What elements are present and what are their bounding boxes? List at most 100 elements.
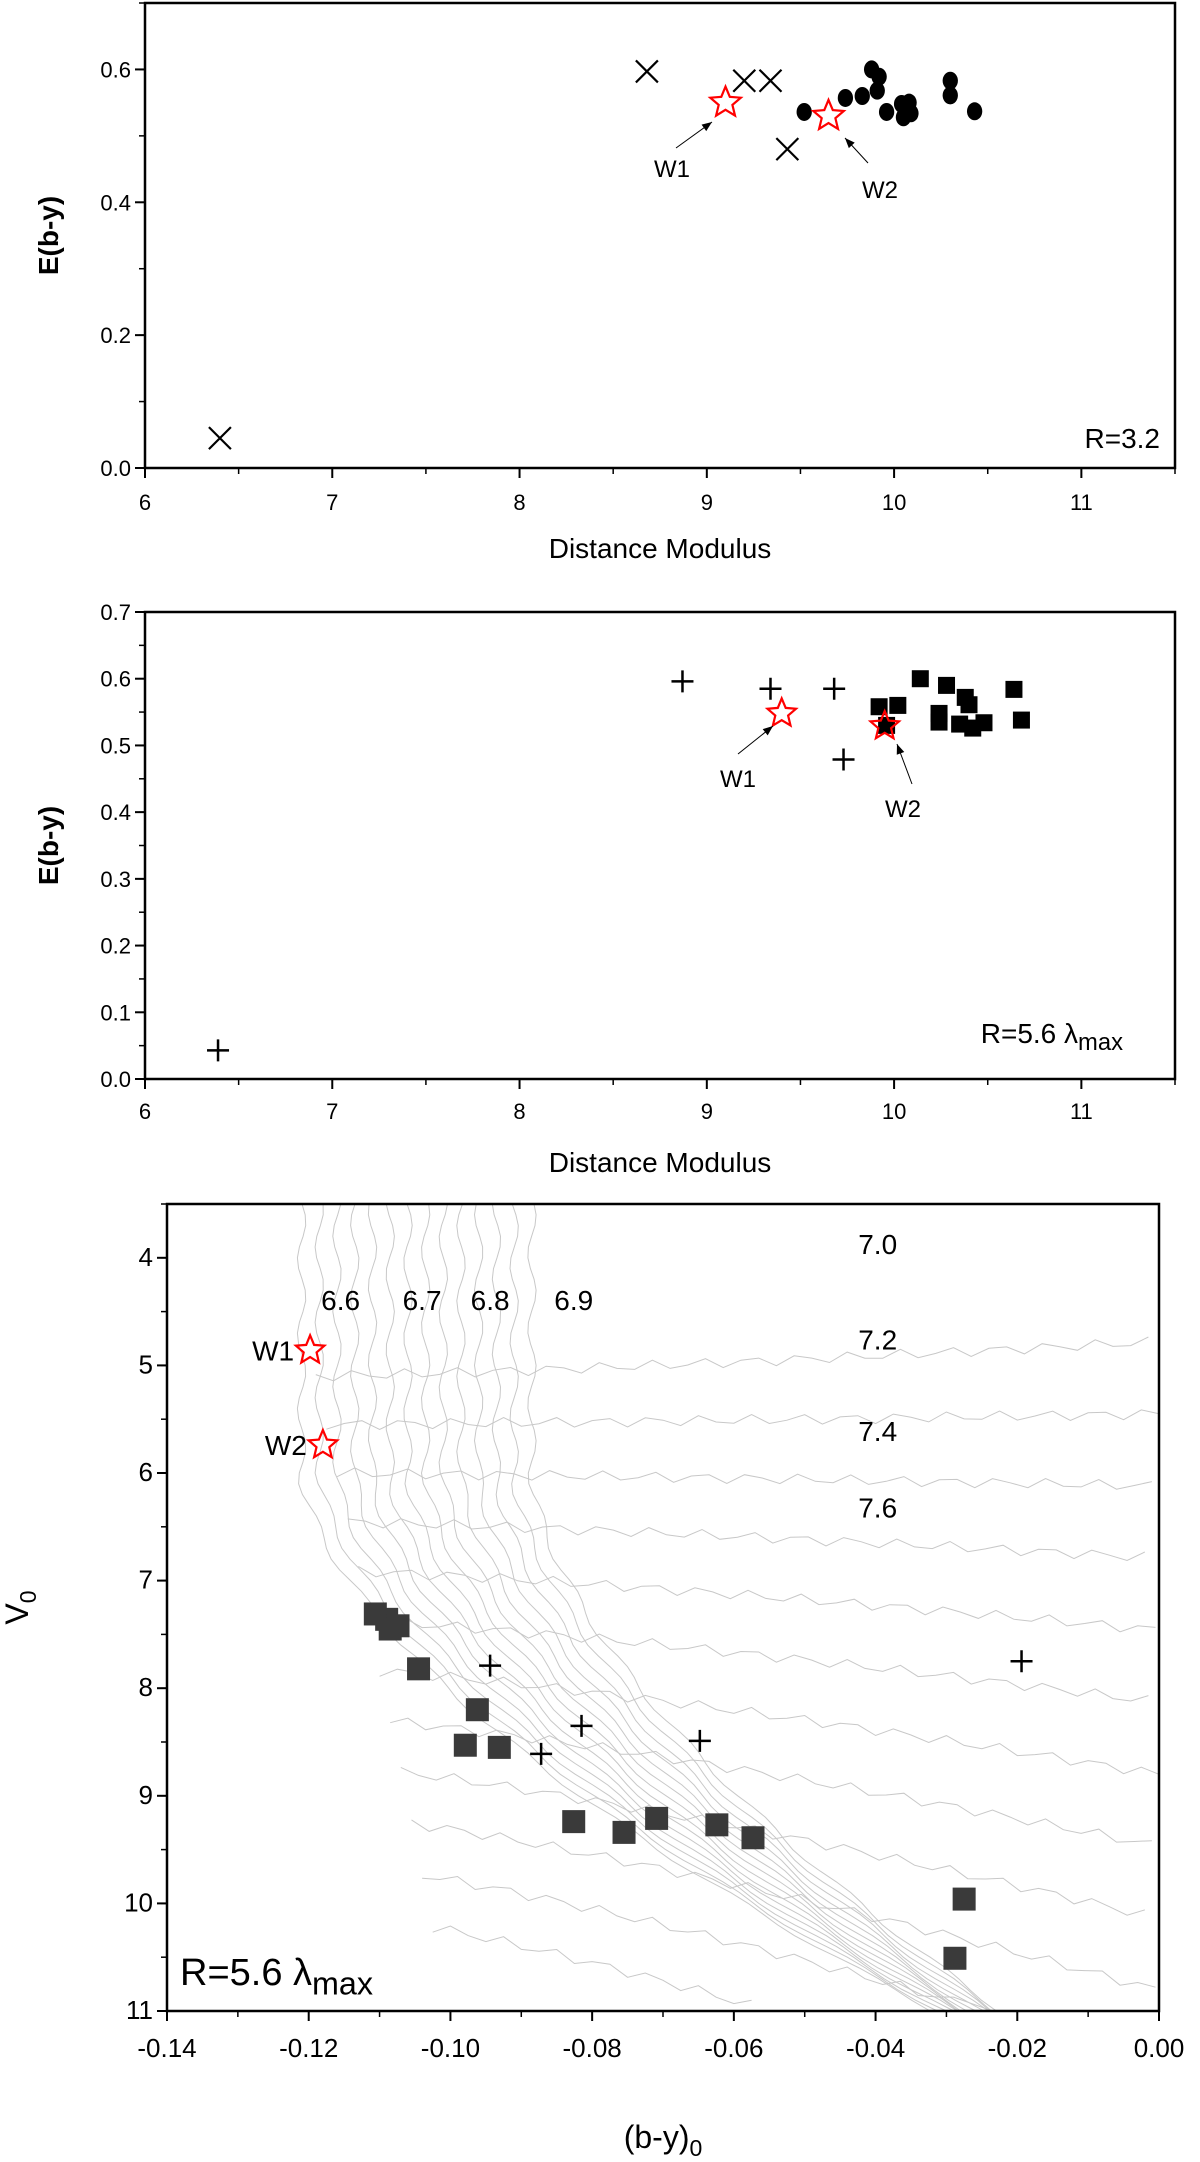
plus-marker: [1010, 1650, 1033, 1673]
isochrone-line: [473, 1203, 989, 2012]
star-marker: [764, 695, 799, 728]
isochrone-age-label: 7.2: [858, 1325, 897, 1356]
x-tick-label: -0.14: [137, 2033, 196, 2063]
isochrone-line: [379, 1668, 1160, 1775]
y-tick-label: 0.2: [100, 934, 131, 959]
circle-marker: [796, 102, 812, 121]
y-tick-label: 0.1: [100, 1000, 131, 1025]
y-tick-label: 0.0: [100, 1067, 131, 1092]
circle-marker: [878, 102, 895, 121]
circle-marker: [942, 71, 958, 90]
isochrone-age-label: 6.7: [403, 1285, 442, 1316]
x-marker: [208, 426, 232, 450]
square-marker: [453, 1733, 477, 1757]
y-axis-title: E(b-y): [33, 196, 64, 275]
isochrone-line: [390, 1717, 1152, 1843]
x-axis-title: Distance Modulus: [549, 533, 772, 564]
star-marker: [867, 708, 902, 741]
x-tick-label: 10: [882, 1099, 906, 1124]
isochrone-line: [326, 1409, 1160, 1431]
isochrone-line: [411, 1819, 1156, 1988]
chart-panel-3: -0.14 -0.12 -0.10 -0.08 -0.06 -0.04 -0.02 0.00 4…: [0, 1204, 1184, 2161]
x-marker: [732, 68, 757, 93]
square-marker: [386, 1614, 410, 1638]
r-label-text: R=3.2: [1085, 423, 1161, 454]
chart-panel-2: 6 7 8 9 10 11 0.0 0.1 0.2 0.3 0.4 0.5 0.6 0.7 Distance…: [33, 600, 1177, 1178]
y-axis-title-main: V: [0, 1603, 35, 1625]
x-axis-title: (b-y)0: [624, 2119, 703, 2161]
isochrone-line: [315, 1336, 1149, 1382]
annotation-w2: W2: [862, 177, 898, 204]
series-stars: [764, 695, 902, 741]
y-tick-label: 0.4: [100, 800, 131, 825]
x-tick-label: 11: [1070, 1099, 1093, 1124]
circle-marker: [871, 67, 887, 86]
y-tick-label: 10: [124, 1887, 153, 1917]
plus-marker: [207, 1039, 230, 1062]
square-marker: [951, 715, 969, 733]
r-label-sub: max: [1078, 1029, 1123, 1056]
square-marker: [465, 1698, 489, 1722]
series-plus: [207, 670, 855, 1062]
series-circles: [796, 60, 983, 127]
isochrone-line: [350, 1203, 955, 2012]
x-tick-label: 9: [701, 1099, 713, 1124]
isochrone-lines: [297, 1203, 1160, 2012]
square-marker: [562, 1810, 586, 1834]
circle-marker: [854, 87, 870, 105]
y-tick-label: 11: [126, 1995, 153, 2025]
r-label: R=5.6 λmax: [981, 1018, 1123, 1056]
square-marker: [1005, 680, 1023, 698]
y-axis-title: E(b-y): [33, 806, 64, 885]
x-tick-label: -0.02: [988, 2033, 1047, 2063]
plot-frame: [143, 1, 1177, 470]
square-marker: [911, 670, 929, 688]
y-tick-label: 0.7: [100, 600, 131, 625]
plus-marker: [759, 677, 782, 700]
star-marker: [305, 1427, 340, 1460]
series-crosses: [208, 59, 800, 450]
y-tick-label: 0.4: [100, 190, 131, 215]
square-marker: [938, 676, 956, 694]
x-tick-label: -0.06: [704, 2033, 763, 2063]
isochrone-age-label: 6.9: [554, 1285, 593, 1316]
r-label-text: R=5.6: [180, 1952, 293, 1994]
series-stars: [707, 83, 847, 132]
y-tick-label: 5: [139, 1349, 153, 1379]
y-tick-label: 0.3: [100, 867, 131, 892]
isochrone-line: [367, 1203, 958, 2012]
arrow-head: [896, 744, 905, 755]
isochrone-line: [347, 1518, 1146, 1562]
isochrone-line: [438, 1203, 976, 2012]
isochrone-line: [456, 1203, 985, 2012]
square-marker: [889, 696, 907, 714]
x-marker: [758, 68, 783, 93]
isochrone-line: [509, 1203, 992, 2012]
isochrone-line: [422, 1875, 990, 2011]
annotation-w1: W1: [654, 156, 690, 183]
series-plus: [479, 1650, 1033, 1765]
x-tick-label: 8: [513, 1099, 525, 1124]
r-label-text: R=5.6: [981, 1018, 1064, 1049]
r-label: R=3.2: [1085, 423, 1161, 454]
isochrone-line: [314, 1203, 938, 2012]
isochrone-line: [403, 1203, 961, 2012]
x-tick-label: 7: [326, 1099, 338, 1124]
square-marker: [960, 696, 978, 714]
square-marker: [407, 1657, 431, 1681]
square-marker: [943, 1946, 967, 1970]
y-tick-label: 0.5: [100, 733, 131, 758]
x-tick-label: 7: [326, 490, 338, 515]
x-tick-label: -0.08: [563, 2033, 622, 2063]
plus-marker: [530, 1742, 553, 1765]
x-tick-label: -0.12: [279, 2033, 338, 2063]
y-tick-label: 4: [139, 1242, 153, 1272]
x-tick-label: 0.00: [1134, 2033, 1185, 2063]
plus-marker: [570, 1714, 593, 1737]
lambda-symbol: λ: [293, 1952, 312, 1994]
x-axis-title: Distance Modulus: [549, 1147, 772, 1178]
annotation-w1: W1: [720, 766, 756, 793]
y-tick-label: 0.2: [100, 323, 131, 348]
star-label-w1: W1: [252, 1335, 294, 1366]
isochrone-age-label: 6.6: [321, 1285, 360, 1316]
